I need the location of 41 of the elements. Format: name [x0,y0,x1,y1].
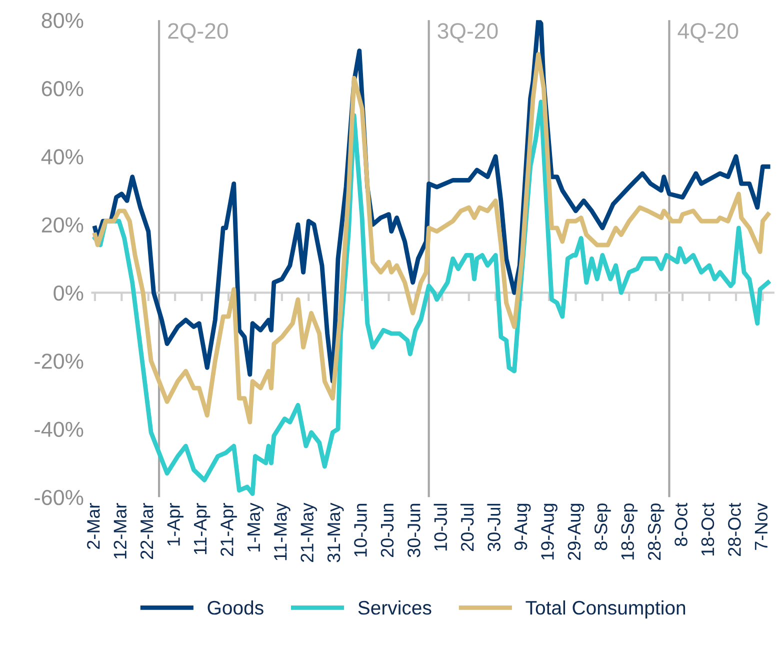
y-tick-label: 0% [54,285,84,301]
x-tick-label: 1-May [247,502,264,552]
y-tick-label: -60% [34,490,84,506]
x-tick-label: 28-Sep [648,503,664,560]
x-tick-label: 18-Sep [621,503,638,560]
ref-line-label: 4Q-20 [678,23,738,43]
x-tick-label: 7-Nov [754,502,768,550]
x-tick-label: 21-Apr [220,502,237,556]
x-tick-label: 10-Jun [354,504,367,557]
line-series [92,52,770,424]
x-tick-label: 30-Jul [487,504,500,552]
x-tick-label: 2-Mar [87,502,100,549]
y-tick-label: -20% [34,354,84,369]
ref-line-label: 2Q-20 [168,23,228,43]
ref-line-label: 3Q-20 [438,23,498,43]
x-tick-label: 31-May [327,502,344,562]
x-tick-label: 12-Mar [114,502,127,558]
legend-label: Goods [208,600,264,615]
x-tick-label: 29-Aug [568,504,584,560]
x-tick-label: 18-Oct [701,502,714,556]
x-tick-label: 9-Aug [514,504,531,550]
x-tick-label: 20-Jul [460,504,474,551]
y-tick-label: 80% [42,12,84,28]
x-tick-label: 8-Oct [674,502,688,546]
x-tick-label: 8-Sep [594,503,611,550]
x-tick-label: 10-Jul [434,504,448,550]
legend-label: Total Consumption [526,600,686,619]
legend-label: Services [358,600,432,615]
x-tick-label: 1-Apr [167,502,184,546]
x-tick-label: 22-Mar [140,502,154,559]
x-tick-label: 19-Aug [541,504,558,560]
x-tick-label: 21-May [300,502,318,562]
x-tick-label: 11-May [274,502,290,560]
y-tick-label: 60% [42,81,84,96]
x-tick-label: 20-Jun [380,504,394,557]
x-tick-label: 28-Oct [728,502,741,556]
y-tick-label: -40% [34,422,84,437]
x-tick-label: 11-Apr [194,502,210,554]
x-tick-label: 30-Jun [408,504,420,558]
y-tick-label: 20% [42,217,84,233]
y-tick-label: 40% [41,149,84,164]
